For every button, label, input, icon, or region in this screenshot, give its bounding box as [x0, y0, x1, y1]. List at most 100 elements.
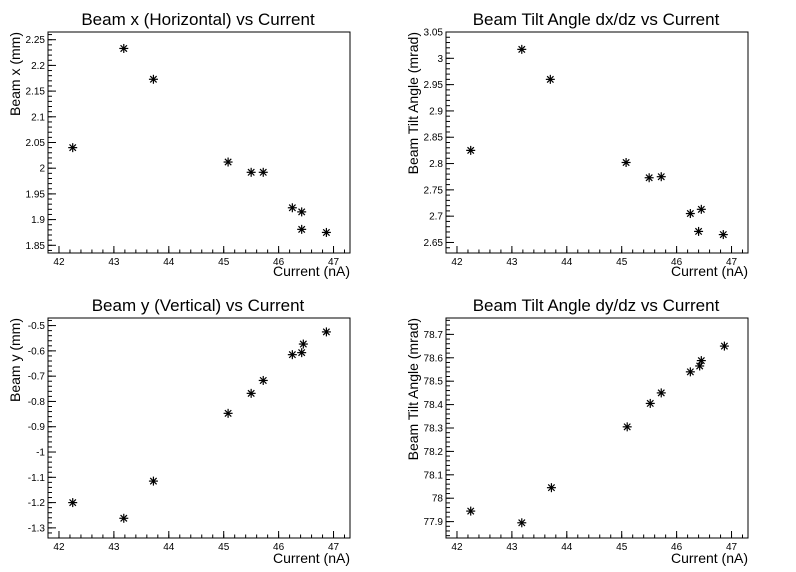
x-tick-label: 43 — [506, 542, 518, 553]
data-point — [466, 145, 476, 155]
y-tick-label: 2.2 — [31, 61, 45, 72]
x-tick-label: 47 — [328, 257, 340, 268]
panel-tilt-dxdz: Beam Tilt Angle dx/dz vs Current Current… — [405, 10, 749, 279]
data-point — [246, 167, 256, 177]
y-tick-label: 2.15 — [26, 87, 46, 98]
data-point — [621, 157, 631, 167]
data-point — [546, 483, 556, 493]
y-tick-label: 2.9 — [429, 106, 443, 117]
x-tick-label: 44 — [163, 257, 175, 268]
x-tick-label: 45 — [616, 257, 628, 268]
x-tick-label: 43 — [108, 257, 120, 268]
data-point — [685, 367, 695, 377]
y-tick-label: 2.8 — [429, 159, 443, 170]
y-tick-label: 1.9 — [31, 215, 45, 226]
y-tick-label: 1.95 — [26, 189, 46, 200]
plot-frame — [47, 317, 351, 539]
data-point — [258, 375, 268, 385]
x-tick-label: 47 — [328, 542, 340, 553]
data-point — [297, 224, 307, 234]
data-point — [258, 167, 268, 177]
data-point — [148, 74, 158, 84]
y-tick-label: -0.9 — [28, 422, 46, 433]
y-tick-label: 1.85 — [26, 241, 46, 252]
plot-frame — [445, 31, 749, 254]
panel-tilt-dydz: Beam Tilt Angle dy/dz vs Current Current… — [405, 296, 749, 566]
y-tick-label: 2 — [39, 164, 45, 175]
data-point — [685, 209, 695, 219]
y-tick-label: 2.95 — [424, 80, 444, 91]
data-point — [545, 74, 555, 84]
data-point — [223, 408, 233, 418]
y-tick-label: 78.6 — [424, 353, 444, 364]
x-tick-label: 42 — [53, 542, 65, 553]
data-point — [223, 157, 233, 167]
y-tick-label: 78.4 — [424, 400, 444, 411]
x-tick-label: 46 — [273, 542, 285, 553]
chart-title: Beam x (Horizontal) vs Current — [81, 10, 315, 29]
y-tick-label: 2.05 — [26, 138, 46, 149]
y-tick-label: 78 — [432, 494, 444, 505]
y-tick-label: 2.85 — [424, 133, 444, 144]
data-point — [297, 348, 307, 358]
data-point — [297, 207, 307, 217]
x-tick-label: 45 — [616, 542, 628, 553]
x-tick-label: 42 — [451, 257, 463, 268]
chart-title: Beam y (Vertical) vs Current — [92, 296, 305, 315]
panel-beam-y: Beam y (Vertical) vs Current Current (nA… — [7, 296, 351, 566]
data-point — [694, 226, 704, 236]
y-tick-label: -0.7 — [28, 372, 46, 383]
x-tick-label: 43 — [108, 542, 120, 553]
x-tick-label: 42 — [53, 257, 65, 268]
data-point — [246, 388, 256, 398]
data-point — [119, 513, 129, 523]
y-axis-label: Beam Tilt Angle (mrad) — [405, 318, 421, 460]
y-tick-label: 78.1 — [424, 470, 444, 481]
x-axis-label: Current (nA) — [273, 263, 350, 279]
y-tick-label: 2.65 — [424, 238, 444, 249]
y-tick-label: -0.6 — [28, 346, 46, 357]
x-tick-label: 43 — [506, 257, 518, 268]
plot-frame — [47, 31, 351, 254]
data-point — [517, 44, 527, 54]
x-tick-label: 46 — [273, 257, 285, 268]
data-point — [719, 341, 729, 351]
x-axis-label: Current (nA) — [671, 550, 748, 566]
chart-title: Beam Tilt Angle dx/dz vs Current — [473, 10, 720, 29]
y-tick-label: -1.3 — [28, 523, 46, 534]
x-tick-label: 47 — [726, 542, 738, 553]
data-point — [148, 476, 158, 486]
data-point — [718, 230, 728, 240]
x-tick-label: 45 — [218, 257, 230, 268]
y-tick-label: 78.3 — [424, 424, 444, 435]
y-axis-label: Beam x (mm) — [7, 32, 23, 116]
y-tick-label: -0.5 — [28, 321, 46, 332]
y-axis-label: Beam y (mm) — [7, 318, 23, 402]
y-tick-label: 78.2 — [424, 447, 444, 458]
data-point — [696, 204, 706, 214]
data-point — [298, 339, 308, 349]
data-point — [321, 227, 331, 237]
x-axis-label: Current (nA) — [273, 550, 350, 566]
x-tick-label: 46 — [671, 257, 683, 268]
x-tick-label: 44 — [163, 542, 175, 553]
y-tick-label: 2.75 — [424, 185, 444, 196]
x-tick-label: 44 — [561, 257, 573, 268]
data-point — [321, 327, 331, 337]
y-tick-label: -1.2 — [28, 498, 46, 509]
x-tick-label: 47 — [726, 257, 738, 268]
data-point — [287, 350, 297, 360]
y-tick-label: 2.1 — [31, 112, 45, 123]
data-point — [119, 43, 129, 53]
data-point — [287, 203, 297, 213]
data-point — [656, 172, 666, 182]
y-tick-label: 78.7 — [424, 330, 444, 341]
y-tick-label: -0.8 — [28, 397, 46, 408]
y-tick-label: 2.7 — [429, 212, 443, 223]
x-tick-label: 45 — [218, 542, 230, 553]
x-tick-label: 42 — [451, 542, 463, 553]
x-axis-label: Current (nA) — [671, 263, 748, 279]
y-tick-label: -1 — [36, 448, 45, 459]
chart-title: Beam Tilt Angle dy/dz vs Current — [473, 296, 720, 315]
